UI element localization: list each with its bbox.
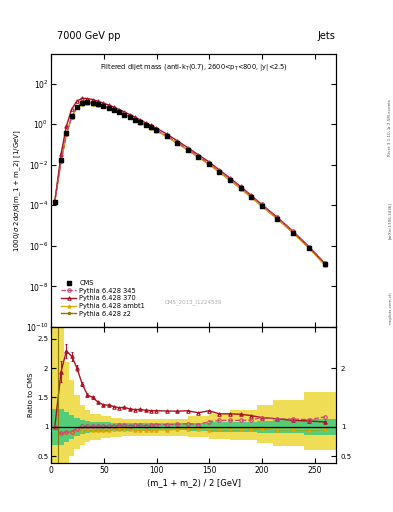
Point [100, 102, 107, 110]
Text: 7000 GeV pp: 7000 GeV pp [57, 31, 121, 41]
Text: [arXiv:1306.3436]: [arXiv:1306.3436] [388, 202, 392, 239]
Point [274, 215, 281, 223]
Text: mcplots.cern.ch: mcplots.cern.ch [388, 291, 392, 324]
Text: Jets: Jets [318, 31, 335, 41]
Point [74, 103, 80, 111]
Point [137, 118, 143, 126]
Point [84, 98, 91, 106]
Point [322, 260, 328, 268]
Point [79, 99, 85, 107]
Point [121, 111, 128, 119]
Point [132, 115, 138, 123]
Point [142, 121, 149, 129]
Point [216, 167, 222, 176]
Text: Rivet 3.1.10, ≥ 2.5M events: Rivet 3.1.10, ≥ 2.5M events [388, 99, 392, 157]
Point [259, 202, 265, 210]
Point [185, 145, 191, 154]
Point [116, 108, 122, 116]
X-axis label: (m_1 + m_2) / 2 [GeV]: (m_1 + m_2) / 2 [GeV] [147, 478, 241, 487]
Point [127, 113, 133, 121]
Point [174, 139, 180, 147]
Point [68, 112, 75, 120]
Point [105, 103, 112, 112]
Point [306, 244, 312, 252]
Point [163, 132, 170, 140]
Y-axis label: 1000/$\sigma$ 2d$\sigma$/d(m_1 + m_2) [1/GeV]: 1000/$\sigma$ 2d$\sigma$/d(m_1 + m_2) [1… [12, 129, 23, 252]
Point [95, 100, 101, 109]
Point [248, 193, 254, 201]
Point [148, 123, 154, 132]
Point [227, 176, 233, 184]
Legend: CMS, Pythia 6.428 345, Pythia 6.428 370, Pythia 6.428 ambt1, Pythia 6.428 z2: CMS, Pythia 6.428 345, Pythia 6.428 370,… [60, 279, 147, 318]
Point [90, 99, 96, 107]
Point [58, 156, 64, 164]
Point [206, 160, 212, 168]
Y-axis label: Ratio to CMS: Ratio to CMS [28, 373, 35, 417]
Point [63, 130, 70, 138]
Point [153, 126, 159, 134]
Text: Filtered dijet mass (anti-k$_{\mathsf{T}}$(0.7), 2600<p$_{\mathsf{T}}$<800, |y|<: Filtered dijet mass (anti-k$_{\mathsf{T}… [100, 62, 287, 73]
Point [51, 198, 58, 206]
Point [237, 184, 244, 192]
Point [111, 105, 117, 114]
Point [195, 153, 202, 161]
Text: CMS_2013_I1224539: CMS_2013_I1224539 [165, 300, 222, 305]
Point [290, 228, 296, 237]
